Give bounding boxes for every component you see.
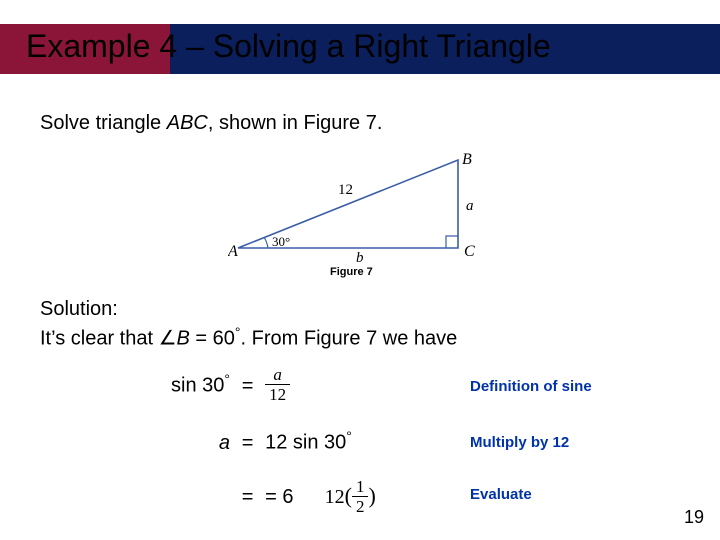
figure-caption: Figure 7 <box>330 266 373 278</box>
solution-line: It’s clear that ∠B = 60°. From Figure 7 … <box>40 323 457 353</box>
note-multiply: Multiply by 12 <box>470 434 569 451</box>
title-bar: Example 4 – Solving a Right Triangle <box>0 24 720 74</box>
equation-sine-def: sin 30° = a 12 <box>100 368 290 405</box>
prompt-text: Solve triangle ABC, shown in Figure 7. <box>40 112 382 135</box>
solution-heading: Solution: <box>40 296 457 323</box>
figure-triangle: A B C 12 a b 30° <box>228 150 488 262</box>
label-angle: 30° <box>272 234 290 249</box>
page-number: 19 <box>684 507 704 528</box>
prompt-abc: ABC <box>167 112 208 134</box>
prompt-pre: Solve triangle <box>40 112 167 134</box>
prompt-post: , shown in Figure 7. <box>208 112 383 134</box>
note-evaluate: Evaluate <box>470 486 532 503</box>
note-definition: Definition of sine <box>470 378 592 395</box>
equation-multiply: a = 12 sin 30° <box>100 428 352 455</box>
triangle-svg: A B C 12 a b 30° <box>228 150 488 262</box>
equation-evaluate: = = 6 12(12) <box>100 480 376 517</box>
fraction-a-over-12: a 12 <box>265 366 290 403</box>
label-B: B <box>462 151 472 168</box>
label-C: C <box>464 243 475 260</box>
label-a: a <box>466 198 474 214</box>
page-title: Example 4 – Solving a Right Triangle <box>26 28 551 65</box>
label-b: b <box>356 250 364 262</box>
solution-block: Solution: It’s clear that ∠B = 60°. From… <box>40 296 457 353</box>
label-A: A <box>228 243 238 260</box>
label-hyp: 12 <box>338 182 353 198</box>
fraction-half: 12 <box>352 478 369 515</box>
